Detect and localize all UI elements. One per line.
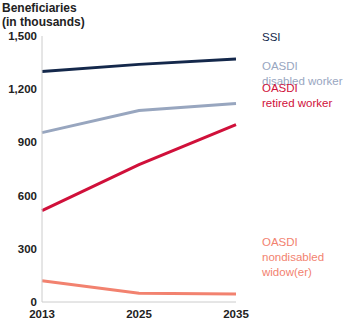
svg-text:OASDInondisabledwidow(er): OASDInondisabledwidow(er) <box>261 236 324 278</box>
svg-text:0: 0 <box>31 296 37 308</box>
svg-text:2025: 2025 <box>126 308 152 320</box>
svg-text:900: 900 <box>18 136 37 148</box>
svg-text:2035: 2035 <box>223 308 249 320</box>
html-text:(in thousands): (in thousands) <box>2 15 85 29</box>
svg-text:SSI: SSI <box>262 31 281 43</box>
svg-text:OASDIretired worker: OASDIretired worker <box>262 82 332 109</box>
svg-text:300: 300 <box>18 243 37 255</box>
svg-text:600: 600 <box>18 190 37 202</box>
svg-text:1,200: 1,200 <box>8 83 37 95</box>
svg-text:2013: 2013 <box>29 308 55 320</box>
html-text:OASDI: OASDI <box>262 60 298 73</box>
svg-text:1,500: 1,500 <box>8 30 37 42</box>
html-text:Beneficiaries: Beneficiaries <box>2 1 77 15</box>
